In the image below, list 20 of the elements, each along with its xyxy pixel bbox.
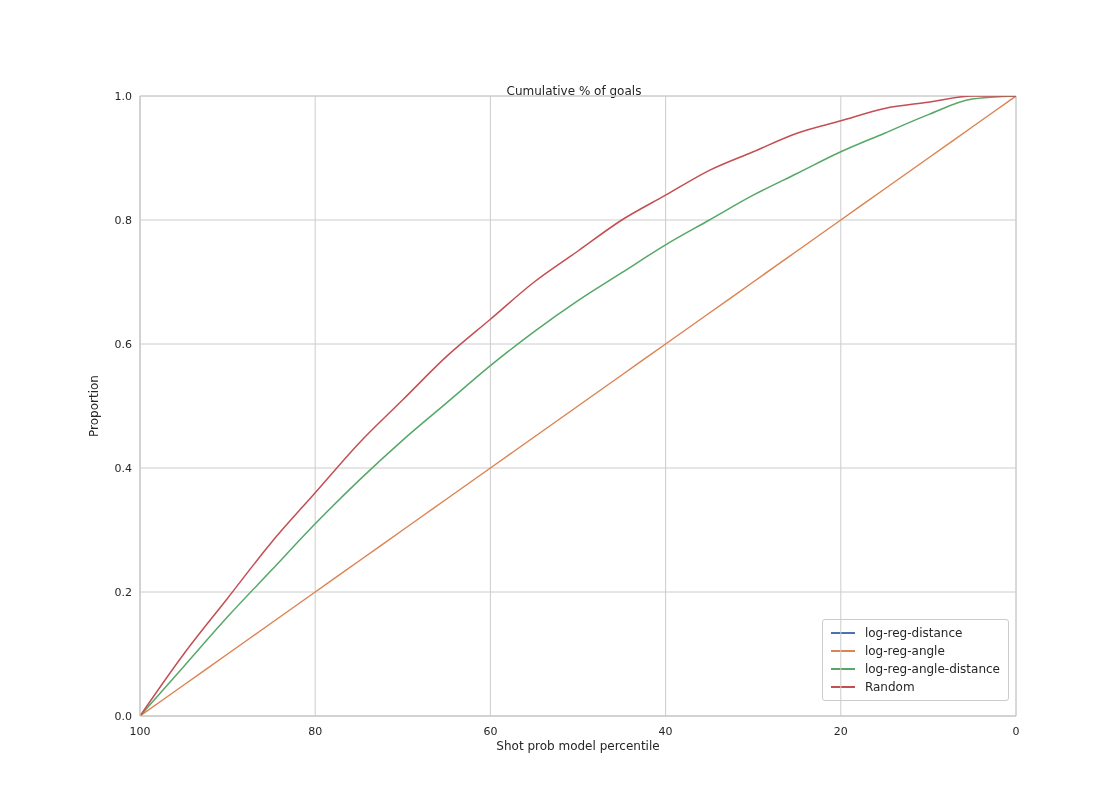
- y-tick-label: 1.0: [114, 89, 132, 103]
- line-series: [140, 96, 1016, 716]
- x-tick-label: 80: [308, 725, 323, 738]
- x-tick-label: 40: [658, 725, 673, 738]
- legend-label: log-reg-angle: [864, 644, 945, 658]
- legend-label: log-reg-distance: [864, 626, 963, 640]
- y-tick-label: 0.6: [114, 337, 132, 351]
- x-tick-label: 0: [1012, 725, 1020, 738]
- x-axis-title: Shot prob model percentile: [496, 739, 660, 753]
- y-axis-title: Proportion: [87, 375, 102, 437]
- y-tick-label: 0.4: [114, 461, 132, 475]
- legend-label: log-reg-angle-distance: [864, 662, 1000, 676]
- legend-label: Random: [864, 680, 915, 694]
- x-tick-label: 100: [129, 725, 151, 738]
- x-tick-label: 20: [833, 725, 848, 738]
- x-tick-label: 60: [483, 725, 498, 738]
- y-tick-label: 0.2: [114, 585, 132, 599]
- y-tick-label: 0.0: [114, 709, 132, 723]
- chart-title: Cumulative % of goals: [505, 84, 643, 98]
- y-tick-label: 0.8: [114, 213, 132, 227]
